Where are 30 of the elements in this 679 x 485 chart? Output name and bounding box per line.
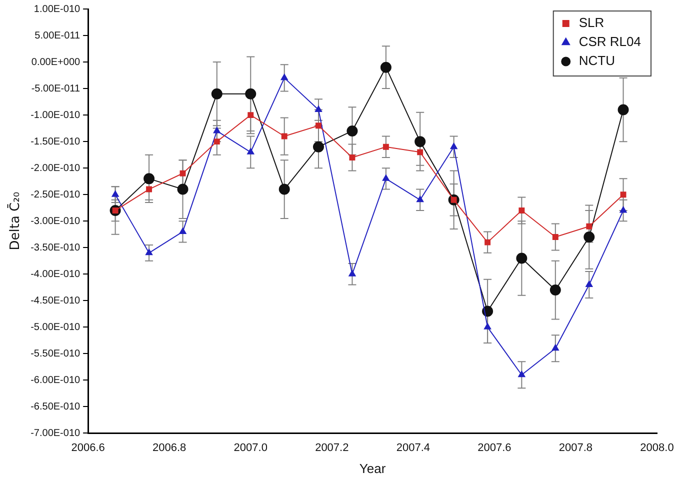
y-tick-label: -2.50E-010 (30, 189, 81, 200)
legend-label: SLR (578, 15, 604, 30)
y-tick-label: -7.00E-010 (30, 428, 81, 439)
x-tick-label: 2007.4 (396, 442, 430, 454)
y-tick-label: -6.00E-010 (30, 374, 81, 386)
y-tick-label: -5.00E-011 (31, 83, 80, 94)
y-tick-label: -5.00E-010 (30, 322, 81, 333)
y-tick-label: 0.00E+000 (31, 56, 80, 68)
x-tick-label: 2007.2 (315, 442, 349, 454)
y-tick-label: -2.00E-010 (30, 162, 81, 174)
y-tick-label: -3.00E-010 (30, 216, 81, 227)
y-tick-label: 1.00E-010 (34, 4, 81, 15)
x-tick-label: 2006.6 (71, 442, 105, 454)
y-tick-label: -4.00E-010 (30, 268, 81, 280)
y-tick-label: -3.50E-010 (30, 242, 81, 254)
y-axis-title: Delta C̄₂₀ (6, 192, 24, 250)
x-tick-label: 2007.8 (558, 442, 593, 454)
y-tick-label: -1.00E-010 (30, 110, 81, 121)
y-tick-label: 5.00E-011 (34, 30, 81, 42)
x-axis-title: Year (359, 460, 386, 476)
legend-label: NCTU (578, 53, 615, 68)
y-tick-label: -5.50E-010 (30, 348, 81, 360)
x-tick-label: 2006.8 (152, 442, 186, 454)
x-tick-label: 2007.0 (234, 442, 268, 454)
legend-label: CSR RL04 (578, 34, 642, 50)
y-tick-label: -4.50E-010 (30, 295, 81, 306)
y-tick-label: -6.50E-010 (30, 401, 81, 412)
y-tick-label: -1.50E-010 (30, 136, 81, 148)
x-tick-label: 2007.6 (478, 442, 512, 454)
x-tick-label: 2008.0 (640, 442, 674, 454)
